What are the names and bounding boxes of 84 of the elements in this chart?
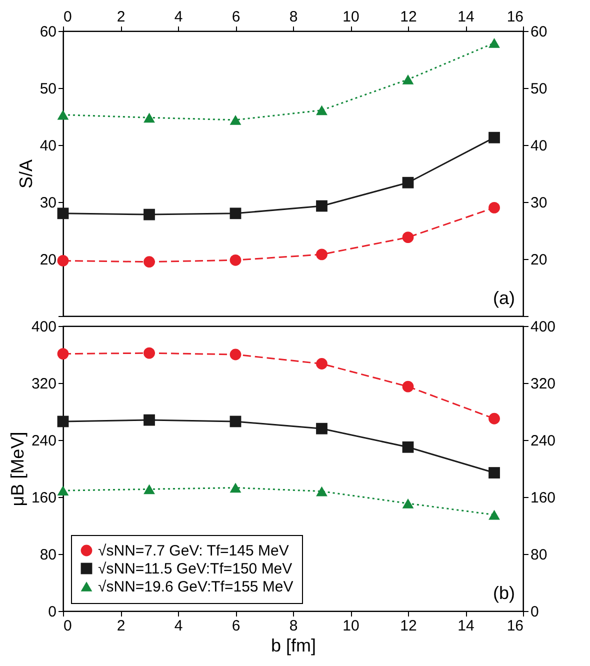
point <box>57 110 69 120</box>
point <box>488 38 500 48</box>
x-tick-label: 16 <box>506 618 524 634</box>
point <box>57 486 69 496</box>
point <box>57 208 69 220</box>
point <box>488 510 500 520</box>
y-tick-label: 320 <box>31 376 56 392</box>
point <box>488 202 500 214</box>
point <box>144 414 155 426</box>
point <box>230 416 242 428</box>
x2-tick-label: 10 <box>342 8 360 26</box>
y2-tick-label: 40 <box>530 138 548 154</box>
point <box>402 74 414 84</box>
point <box>316 486 328 496</box>
point <box>488 132 500 144</box>
y-axis-title: μB [MeV] <box>7 432 28 506</box>
y-tick-label: 30 <box>40 194 56 212</box>
point <box>230 348 242 360</box>
x-tick-label: 14 <box>458 618 474 634</box>
point <box>57 416 69 428</box>
y2-tick-label: 400 <box>530 318 556 336</box>
point <box>57 255 69 266</box>
point <box>230 114 242 125</box>
y-tick-label: 160 <box>31 490 56 506</box>
x-tick-label: 0 <box>64 618 72 634</box>
annotation: (a) <box>493 288 515 308</box>
point <box>488 412 500 424</box>
x2-tick-label: 8 <box>289 8 298 26</box>
point <box>316 105 328 116</box>
y-axis-title: S/A <box>16 159 36 189</box>
x2-tick-label: 2 <box>116 8 126 26</box>
y-tick-label: 400 <box>31 318 56 336</box>
legend-label: √sNN=7.7 GeV: Tf=145 MeV <box>98 542 289 560</box>
annotation: (b) <box>493 583 515 603</box>
point <box>402 176 414 188</box>
y2-tick-label: 20 <box>530 252 548 268</box>
y2-tick-label: 50 <box>530 80 548 98</box>
y-tick-label: 80 <box>40 546 56 564</box>
point <box>144 256 155 268</box>
x2-tick-label: 16 <box>506 8 524 26</box>
y-tick-label: 50 <box>40 80 56 98</box>
x-tick-label: 6 <box>232 618 240 634</box>
x-tick-label: 12 <box>400 618 417 634</box>
x-tick-label: 2 <box>116 618 126 634</box>
point <box>488 467 500 478</box>
point <box>144 112 155 123</box>
y2-tick-label: 30 <box>530 194 548 212</box>
y2-tick-label: 60 <box>530 24 548 40</box>
point <box>402 498 414 508</box>
x2-tick-label: 0 <box>64 8 72 26</box>
y2-tick-label: 240 <box>530 432 556 450</box>
point <box>57 348 69 360</box>
y-tick-label: 60 <box>40 24 56 40</box>
y-tick-label: 20 <box>40 252 56 268</box>
point <box>316 200 328 212</box>
point <box>402 380 414 392</box>
point <box>402 441 414 453</box>
x2-tick-label: 6 <box>232 8 240 26</box>
legend-label: √sNN=11.5 GeV:Tf=150 MeV <box>98 560 292 578</box>
y2-tick-label: 80 <box>530 546 548 564</box>
legend-label: √sNN=19.6 GeV:Tf=155 MeV <box>98 578 294 596</box>
x-axis-title: b [fm] <box>270 636 316 656</box>
point <box>230 208 242 220</box>
y-tick-label: 240 <box>31 432 56 450</box>
y2-tick-label: 320 <box>530 376 556 392</box>
y-tick-label: 40 <box>40 138 56 154</box>
x2-tick-label: 12 <box>400 8 417 26</box>
x-tick-label: 4 <box>174 618 183 634</box>
point <box>402 232 414 244</box>
x2-tick-label: 4 <box>174 8 183 26</box>
y2-tick-label: 160 <box>530 490 556 506</box>
x-tick-label: 10 <box>342 618 360 634</box>
y2-tick-label: 0 <box>530 604 539 620</box>
y-tick-label: 0 <box>48 604 56 620</box>
x2-tick-label: 14 <box>458 8 474 26</box>
point <box>144 484 155 494</box>
point <box>316 248 328 260</box>
point <box>316 422 328 434</box>
x-tick-label: 8 <box>289 618 298 634</box>
point <box>316 358 328 370</box>
point <box>144 208 155 220</box>
point <box>230 254 242 266</box>
point <box>230 482 242 493</box>
point <box>144 347 155 359</box>
